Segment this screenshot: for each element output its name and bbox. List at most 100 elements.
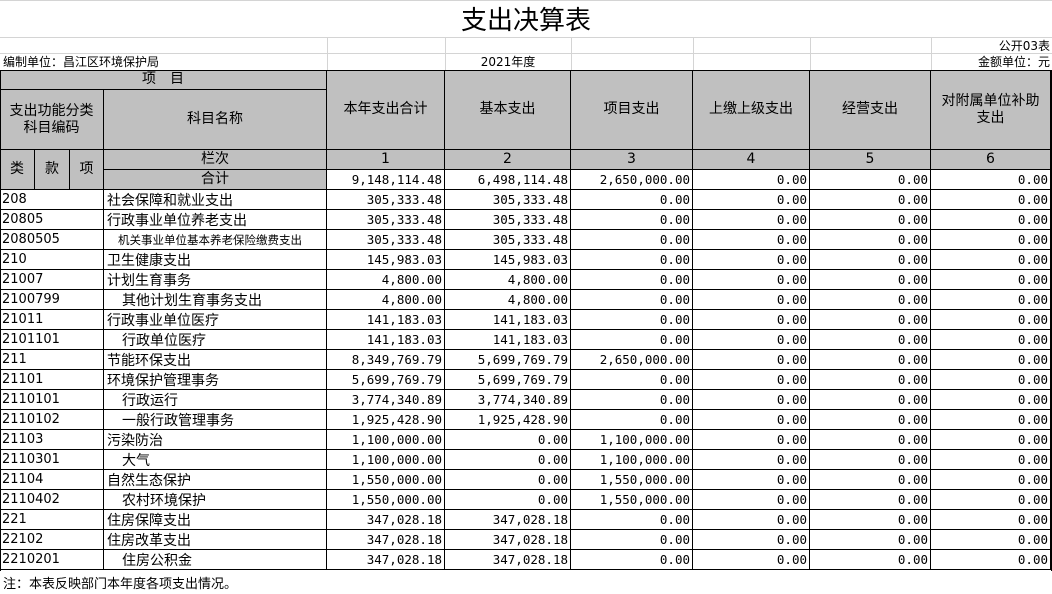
row-value: 5,699,769.79	[445, 350, 571, 370]
row-value: 0.00	[931, 510, 1051, 530]
row-value: 0.00	[571, 250, 693, 270]
row-value: 0.00	[693, 490, 810, 510]
row-value: 4,800.00	[327, 290, 445, 310]
column-header: 上缴上级支出	[693, 70, 810, 150]
row-value: 0.00	[693, 510, 810, 530]
header-cell: 款	[35, 150, 70, 190]
row-value: 0.00	[931, 210, 1051, 230]
row-code: 21011	[0, 310, 104, 330]
row-value: 5,699,769.79	[445, 370, 571, 390]
row-value: 0.00	[810, 530, 931, 550]
row-value: 0.00	[693, 350, 810, 370]
row-value: 305,333.48	[445, 190, 571, 210]
row-value: 4,800.00	[445, 270, 571, 290]
row-value: 141,183.03	[445, 310, 571, 330]
row-value: 0.00	[931, 530, 1051, 550]
row-value: 0.00	[810, 270, 931, 290]
header-cell: 项 目	[0, 70, 327, 90]
row-name: 行政单位医疗	[104, 330, 327, 350]
row-value: 0.00	[571, 390, 693, 410]
row-value: 0.00	[931, 310, 1051, 330]
row-value: 141,183.03	[445, 330, 571, 350]
row-value: 0.00	[931, 450, 1051, 470]
row-value: 0.00	[693, 190, 810, 210]
grid-line	[810, 37, 811, 70]
row-value: 0.00	[571, 550, 693, 570]
row-code: 2110301	[0, 450, 104, 470]
row-code: 210	[0, 250, 104, 270]
row-value: 1,100,000.00	[571, 430, 693, 450]
row-value: 347,028.18	[327, 510, 445, 530]
row-value: 0.00	[931, 430, 1051, 450]
row-value: 0.00	[571, 270, 693, 290]
grid-line	[0, 0, 1052, 1]
row-value: 0.00	[571, 410, 693, 430]
row-value: 1,550,000.00	[327, 490, 445, 510]
column-header: 项目支出	[571, 70, 693, 150]
row-code: 221	[0, 510, 104, 530]
row-value: 0.00	[571, 190, 693, 210]
total-value: 6,498,114.48	[445, 170, 571, 190]
column-header: 基本支出	[445, 70, 571, 150]
row-value: 0.00	[931, 550, 1051, 570]
row-value: 0.00	[931, 190, 1051, 210]
row-name: 住房公积金	[104, 550, 327, 570]
row-value: 0.00	[693, 370, 810, 390]
total-value: 0.00	[693, 170, 810, 190]
row-value: 0.00	[571, 210, 693, 230]
row-value: 0.00	[931, 470, 1051, 490]
row-value: 0.00	[571, 290, 693, 310]
row-value: 305,333.48	[445, 230, 571, 250]
row-name: 行政运行	[104, 390, 327, 410]
row-value: 0.00	[693, 310, 810, 330]
row-value: 347,028.18	[327, 530, 445, 550]
row-value: 141,183.03	[327, 310, 445, 330]
row-value: 1,925,428.90	[445, 410, 571, 430]
year: 2021年度	[480, 55, 536, 69]
row-value: 347,028.18	[445, 530, 571, 550]
row-value: 4,800.00	[445, 290, 571, 310]
row-value: 0.00	[931, 270, 1051, 290]
grid-line	[693, 37, 694, 70]
row-code: 2210201	[0, 550, 104, 570]
grid-line	[327, 37, 328, 70]
row-value: 1,100,000.00	[327, 450, 445, 470]
row-name: 大气	[104, 450, 327, 470]
row-code: 2080505	[0, 230, 104, 250]
row-value: 0.00	[693, 250, 810, 270]
row-value: 0.00	[931, 370, 1051, 390]
row-code: 20805	[0, 210, 104, 230]
row-code: 208	[0, 190, 104, 210]
grid-line	[0, 37, 1052, 38]
row-value: 305,333.48	[327, 190, 445, 210]
row-value: 347,028.18	[327, 550, 445, 570]
row-value: 347,028.18	[445, 550, 571, 570]
row-value: 0.00	[931, 350, 1051, 370]
row-code: 211	[0, 350, 104, 370]
row-code: 22102	[0, 530, 104, 550]
row-code: 2110402	[0, 490, 104, 510]
row-name: 污染防治	[104, 430, 327, 450]
row-value: 0.00	[810, 250, 931, 270]
row-value: 0.00	[693, 230, 810, 250]
row-value: 1,550,000.00	[571, 470, 693, 490]
header-cell: 支出功能分类科目编码	[0, 90, 104, 150]
row-value: 0.00	[810, 390, 931, 410]
row-value: 3,774,340.89	[445, 390, 571, 410]
title: 支出决算表	[460, 6, 591, 36]
row-name: 自然生态保护	[104, 470, 327, 490]
row-value: 2,650,000.00	[571, 350, 693, 370]
row-name: 其他计划生育事务支出	[104, 290, 327, 310]
row-value: 0.00	[810, 330, 931, 350]
row-value: 0.00	[571, 310, 693, 330]
row-code: 21104	[0, 470, 104, 490]
row-value: 0.00	[693, 290, 810, 310]
row-value: 0.00	[931, 290, 1051, 310]
row-code: 21007	[0, 270, 104, 290]
column-header: 对附属单位补助支出	[931, 70, 1051, 150]
row-value: 1,550,000.00	[571, 490, 693, 510]
row-value: 347,028.18	[445, 510, 571, 530]
row-code: 21103	[0, 430, 104, 450]
row-value: 0.00	[571, 370, 693, 390]
